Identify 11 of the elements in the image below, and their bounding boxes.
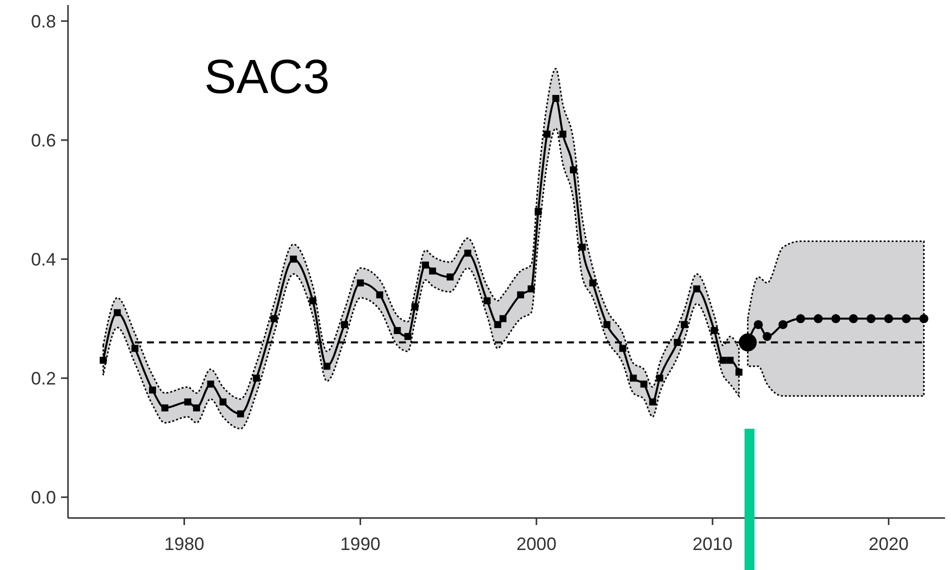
y-tick-label: 0.4 — [30, 249, 56, 270]
y-tick-label: 0.2 — [30, 368, 56, 388]
x-tick-label: 1980 — [164, 534, 204, 554]
x-tick-label: 2010 — [692, 534, 733, 554]
y-tick-label: 0.0 — [30, 487, 56, 508]
text: SAC3 — [204, 51, 330, 104]
x-tick-label: 2020 — [868, 534, 909, 554]
y-tick-label: 0.6 — [30, 130, 56, 150]
x-tick-label: 2000 — [516, 534, 556, 554]
x-tick-label: 1990 — [340, 534, 380, 554]
y-tick-label: 0.8 — [30, 11, 56, 32]
